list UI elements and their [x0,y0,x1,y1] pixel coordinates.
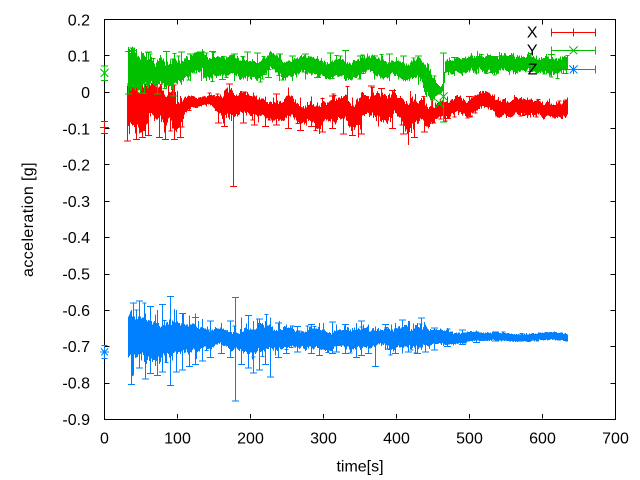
svg-text:Z: Z [528,62,538,79]
svg-text:-0.6: -0.6 [62,303,90,320]
svg-text:-0.5: -0.5 [62,267,90,284]
svg-text:100: 100 [164,431,191,448]
svg-text:acceleration [g]: acceleration [g] [20,162,37,277]
svg-text:X: X [527,25,538,42]
svg-text:0: 0 [81,85,90,102]
svg-text:500: 500 [456,431,483,448]
svg-text:700: 700 [602,431,629,448]
svg-text:200: 200 [237,431,264,448]
svg-text:0.1: 0.1 [68,49,90,66]
svg-text:-0.3: -0.3 [62,194,90,211]
svg-text:-0.9: -0.9 [62,412,90,429]
svg-text:-0.8: -0.8 [62,376,90,393]
svg-text:0.2: 0.2 [68,12,90,29]
svg-text:time[s]: time[s] [336,459,383,476]
svg-text:-0.4: -0.4 [62,230,90,247]
svg-text:-0.1: -0.1 [62,121,90,138]
svg-text:600: 600 [529,431,556,448]
svg-text:Y: Y [527,43,538,60]
svg-text:-0.2: -0.2 [62,158,90,175]
svg-text:0: 0 [100,431,109,448]
svg-text:300: 300 [310,431,337,448]
svg-text:-0.7: -0.7 [62,339,90,356]
svg-text:400: 400 [383,431,410,448]
